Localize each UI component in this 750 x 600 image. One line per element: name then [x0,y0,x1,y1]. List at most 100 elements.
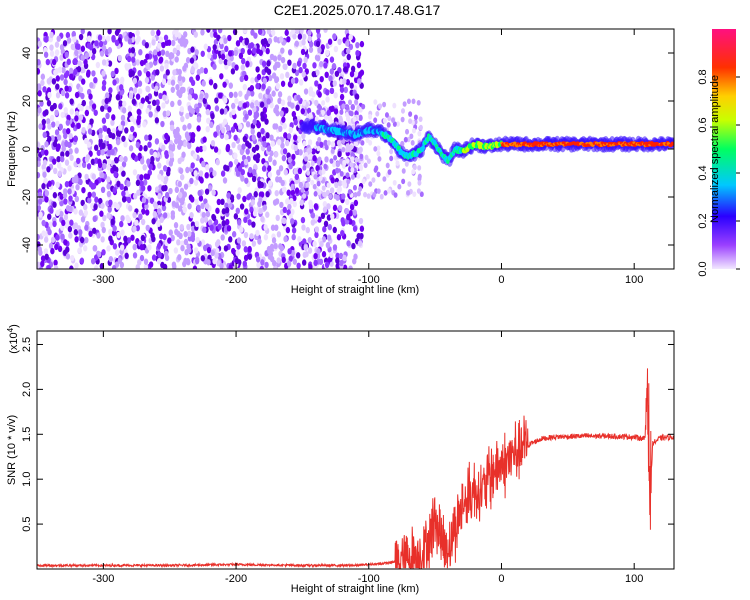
spectrogram-cell [252,168,257,176]
spectrogram-cell [323,220,329,228]
spectrogram-cell [60,233,65,240]
spectrogram-cell [75,183,80,191]
spectrogram-cell [220,170,226,177]
spectrogram-cell [46,118,51,125]
spectrogram-cell [247,48,252,56]
spectrogram-cell [199,93,204,100]
spectrogram-cell [165,50,170,58]
spectrogram-cell [101,59,107,66]
spectrogram-cell [135,93,141,100]
spectrogram-cell [189,57,195,64]
spectrogram-image [37,29,674,269]
spectrogram-cell [160,175,165,182]
spectrogram-cell [223,97,228,104]
spectrogram-cell [140,218,146,226]
spectrogram-cell [334,181,339,189]
spectrogram-cell [187,122,192,130]
spectrogram-cell [172,47,178,54]
spectrogram-cell [195,107,200,114]
spectrogram-cell [127,205,133,212]
spectrogram-cell [271,237,277,244]
spectrogram-cell [306,107,312,115]
spectrogram-cell [283,169,288,176]
figure-title: C2E1.2025.070.17.48.G17 [274,2,441,18]
spectrogram-cell [326,109,331,117]
spectrogram-cell [233,134,238,141]
spectrogram-cell [67,180,73,187]
spectrogram-cell [233,91,238,98]
spectrogram-cell [207,52,212,59]
spectrogram-cell [290,189,296,196]
spectrogram-cell [152,210,158,218]
spectrogram-cell [124,190,129,197]
spectrogram-cell [361,103,366,110]
spectrogram-cell [94,144,99,151]
spectrogram-cell [44,189,50,197]
spectrogram-cell [417,165,422,171]
spectrogram-cell [376,145,381,151]
spectrogram-cell [400,140,405,147]
spectrogram-cell [126,196,132,204]
spectrogram-cell [156,242,162,250]
spectrogram-cell [137,259,142,266]
spectrogram-cell [292,33,297,40]
spectrogram-cell [114,249,120,256]
spectrogram-cell [81,78,86,85]
spectrogram-cell [335,160,341,168]
spectrogram-cell [243,158,249,166]
spectrogram-cell [373,146,378,152]
spectrogram-cell [258,207,263,215]
spectrogram-cell [138,213,143,220]
spectrogram-cell [166,166,171,174]
spectrogram-cell [220,198,225,206]
spectrogram-cell [97,251,102,258]
spectrogram-cell [107,106,112,113]
spectrogram-cell [190,162,195,169]
spectrogram-cell [293,168,298,175]
spectrogram-cell [249,233,254,240]
spectrogram-cell [86,35,92,42]
spectrogram-cell [80,199,85,207]
spectrogram-cell [54,243,59,251]
spectrogram-cell [353,71,358,78]
spectrogram-cell [270,140,275,147]
spectrogram-cell [336,187,341,195]
snr-x-ticks: -300 -200 -100 0 100 [92,331,643,585]
spectrogram-cell [164,152,169,159]
spectrogram-cell [244,37,249,45]
spectrogram-cell [344,111,349,118]
spectrogram-cell [104,103,109,110]
spectrogram-cell [366,193,371,199]
spectrogram-cell [150,74,156,81]
spectrogram-cell [102,162,107,170]
spectrogram-cell [242,29,248,34]
spectrogram-cell [77,60,82,67]
spectrogram-cell [339,93,345,101]
spectrogram-cell [236,193,241,200]
snr-y-ticks: 0.5 1.0 1.5 2.0 2.5 [21,337,674,532]
spectrogram-cell [363,162,368,169]
spectrogram-cell [251,47,257,54]
spectrogram-cell [233,49,239,57]
spectrogram-cell [291,153,296,161]
spectrogram-cell [205,164,210,171]
spectrogram-cell [342,254,347,262]
spectrogram-cell [249,84,255,92]
spectrogram-cell [417,130,422,137]
spectrogram-cell [303,88,309,95]
spectrogram-cell [385,162,390,169]
spectrogram-cell [225,218,230,226]
spectrogram-cell [224,45,229,53]
spectrogram-cell [299,199,304,206]
spectrogram-cell [301,39,306,46]
spectrogram-cell [161,41,166,49]
spectrogram-cell [239,148,245,156]
spectrogram-cell [49,114,55,122]
spectrogram-cell [307,139,313,146]
spectrogram-cell [332,226,337,234]
spectrogram-cell [379,193,384,200]
spectrogram-cell [350,167,355,173]
spectrogram-cell [119,244,125,251]
spectrogram-cell [114,39,120,47]
spectrogram-cell [264,118,269,125]
